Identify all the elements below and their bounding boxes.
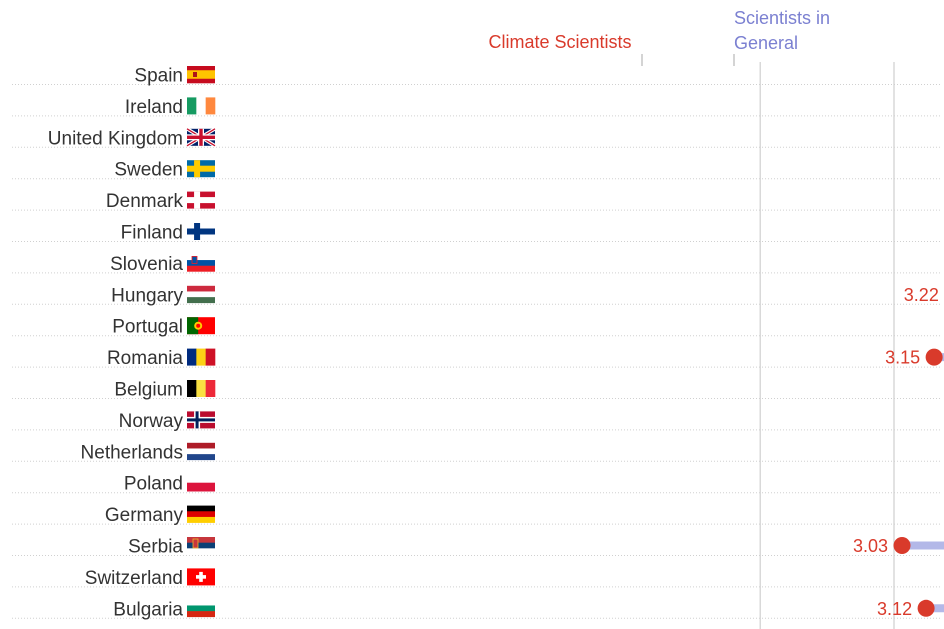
flag-slovenia <box>187 254 215 272</box>
country-label: Germany <box>105 505 184 526</box>
row-germany: Germany3.493.53 <box>12 505 940 526</box>
flag-uk <box>186 127 216 148</box>
row-uk: United Kingdom3.713.82 <box>12 127 940 149</box>
row-portugal: Portugal3.503.57 <box>12 317 940 338</box>
row-denmark: Denmark3.773.82 <box>12 191 940 212</box>
flag-ireland <box>187 97 216 115</box>
row-ireland: Ireland3.613.84 <box>12 97 940 118</box>
flag-sweden <box>187 160 215 178</box>
row-netherlands: Netherlands3.443.51 <box>12 442 940 463</box>
flag-romania <box>187 348 216 366</box>
dot-climate-scientists <box>925 348 943 366</box>
row-spain: Spain3.563.90 <box>12 66 940 87</box>
country-label: Netherlands <box>81 442 183 463</box>
country-label: Serbia <box>128 537 183 558</box>
legend-general-label-line1: Scientists in <box>734 8 830 28</box>
legend-general-label-line2: General <box>734 33 798 53</box>
value-label-climate: 3.03 <box>853 536 888 556</box>
flag-germany <box>187 505 215 523</box>
country-label: Ireland <box>125 97 183 118</box>
flag-norway <box>187 411 215 429</box>
flag-switzerland <box>187 568 215 586</box>
legend-climate-label: Climate Scientists <box>488 32 631 52</box>
legend: Climate Scientists Scientists in General <box>488 8 830 66</box>
country-label: Romania <box>107 348 183 369</box>
country-label: Belgium <box>114 380 183 401</box>
value-label-climate: 3.12 <box>877 599 912 619</box>
flag-hungary <box>187 285 215 304</box>
flag-spain <box>187 66 215 84</box>
flag-netherlands <box>187 442 215 461</box>
gridlines <box>759 62 895 629</box>
flag-serbia <box>187 537 215 555</box>
country-label: Norway <box>119 411 184 432</box>
row-norway: Norway3.413.52 <box>12 411 940 432</box>
country-label: Spain <box>134 66 183 87</box>
row-finland: Finland3.633.68 <box>12 223 940 244</box>
row-sweden: Sweden3.673.78 <box>12 160 940 181</box>
country-label: Slovenia <box>110 254 183 275</box>
flag-poland <box>187 474 215 492</box>
row-switzerland: Switzerland3.443.45 <box>12 568 940 589</box>
value-label-climate: 3.15 <box>885 348 920 368</box>
flag-finland <box>187 223 215 240</box>
dot-climate-scientists <box>893 537 911 554</box>
country-label: Finland <box>121 223 183 244</box>
flag-portugal <box>187 317 215 335</box>
dot-climate-scientists <box>917 599 935 617</box>
row-belgium: Belgium3.443.54 <box>12 380 940 401</box>
country-label: Sweden <box>114 160 183 181</box>
country-label: Switzerland <box>85 568 183 589</box>
country-label: Portugal <box>112 317 183 338</box>
country-label: Poland <box>124 474 183 495</box>
flag-denmark <box>187 191 215 209</box>
flag-belgium <box>187 380 216 397</box>
row-slovenia: Slovenia3.513.66 <box>12 254 940 275</box>
chart-rows: Spain3.563.90 Ireland3.613.84 United Kingd… <box>12 66 944 620</box>
country-label: Denmark <box>106 191 184 212</box>
value-label-climate: 3.22 <box>904 285 939 305</box>
flag-bulgaria <box>187 599 215 618</box>
country-label: United Kingdom <box>48 128 183 149</box>
country-label: Hungary <box>111 285 183 306</box>
country-label: Bulgaria <box>113 599 183 620</box>
row-poland: Poland3.393.51 <box>12 474 940 495</box>
